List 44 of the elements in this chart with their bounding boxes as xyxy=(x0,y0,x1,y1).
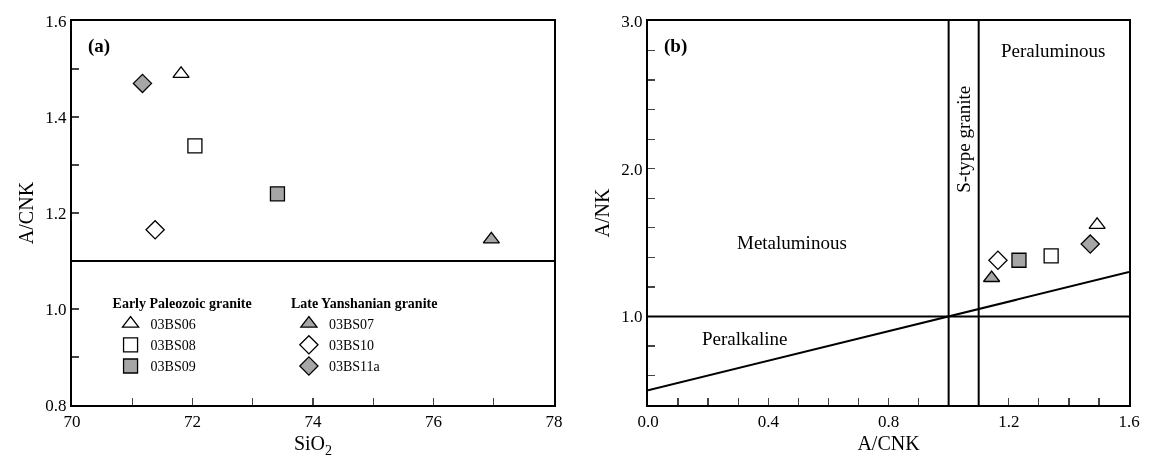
legend-label: 03BS06 xyxy=(150,317,196,333)
x-tick-label: 78 xyxy=(545,412,563,432)
y-tick-label: 1.0 xyxy=(621,307,643,327)
y-tick-label: 1.2 xyxy=(45,203,67,223)
text: (a) xyxy=(88,35,111,57)
x-axis-title: A/CNK xyxy=(857,432,921,455)
x-tick-label: 0.0 xyxy=(637,412,659,432)
legend-label: 03BS11a xyxy=(328,359,381,375)
text: Late Yanshanian granite xyxy=(290,296,438,311)
annotation: Peralkaline xyxy=(702,328,788,349)
legend-label: 03BS09 xyxy=(150,359,196,375)
point xyxy=(145,220,165,240)
x-tick-label: 0.4 xyxy=(757,412,780,432)
point xyxy=(1080,234,1100,254)
x-tick-label: 1.2 xyxy=(998,412,1020,432)
x-tick-label: 72 xyxy=(184,412,201,432)
annotation: Peraluminous xyxy=(1001,40,1106,61)
text: Early Paleozoic granite xyxy=(112,296,252,311)
point xyxy=(132,73,153,94)
annotation: Metaluminous xyxy=(737,232,847,253)
x-tick-label: 74 xyxy=(304,412,322,432)
y-tick-label: 2.0 xyxy=(621,159,643,179)
y-tick-label: 0.8 xyxy=(45,395,67,415)
point xyxy=(1043,248,1059,264)
text: (b) xyxy=(664,35,688,57)
point xyxy=(187,138,203,154)
point xyxy=(988,250,1008,271)
point xyxy=(269,186,286,202)
x-tick-label: 1.6 xyxy=(1118,412,1140,432)
x-tick-label: 0.8 xyxy=(877,412,900,432)
legend-label: 03BS08 xyxy=(150,338,196,354)
y-tick-label: 1.6 xyxy=(45,11,67,31)
x-tick-label: 70 xyxy=(63,412,81,432)
x-axis-title: SiO$_{2}$ xyxy=(293,432,333,458)
y-tick-label: 1.4 xyxy=(45,107,68,127)
y-tick-label: 3.0 xyxy=(621,11,643,31)
y-axis-title: A/CNK xyxy=(15,181,38,245)
point xyxy=(1011,252,1027,268)
legend-label: 03BS07 xyxy=(328,317,375,333)
x-tick-label: 76 xyxy=(425,412,442,432)
y-tick-label: 1.0 xyxy=(45,299,67,319)
y-axis-title: A/NK xyxy=(591,188,614,238)
legend-label: 03BS10 xyxy=(328,338,375,354)
annotation: S-type granite xyxy=(953,85,975,193)
